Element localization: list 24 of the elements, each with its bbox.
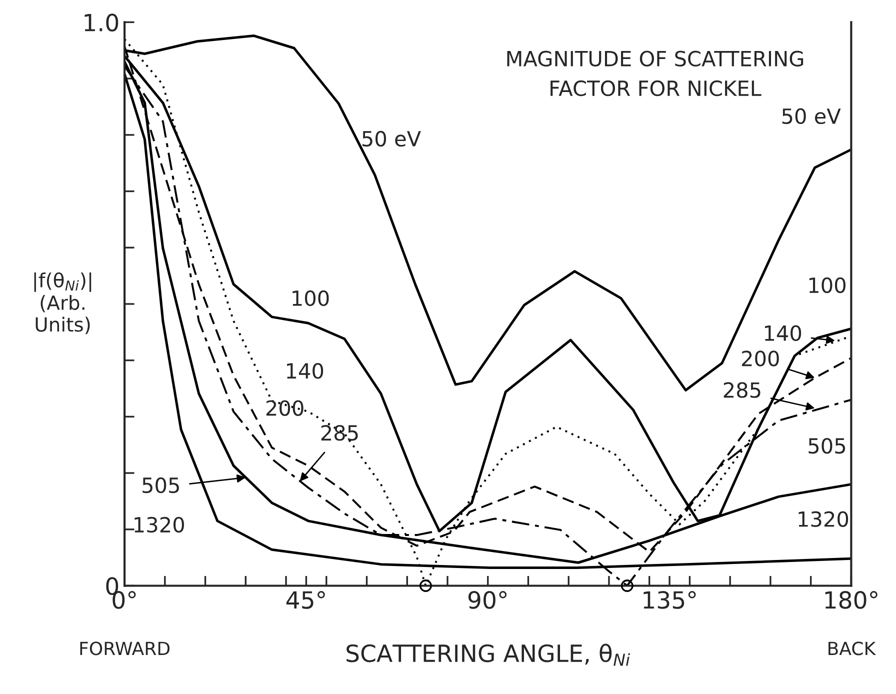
x-tick-label: 45°	[286, 591, 325, 609]
x-tick-label: 135°	[644, 591, 696, 609]
annotation: 505	[142, 477, 179, 494]
y-axis-title: |f(θ$_{Ni}$)| (Arb. Units)	[34, 272, 92, 334]
text: BACK	[828, 642, 876, 656]
annotation: 100	[292, 290, 329, 306]
annotation: 285	[724, 382, 760, 398]
annotation: 285	[321, 424, 358, 441]
text: FORWARD	[80, 642, 170, 656]
annotation: 1320	[798, 511, 848, 527]
annotation: 50 eV	[362, 130, 421, 147]
annotation: 200	[742, 350, 779, 366]
x-axis-title: SCATTERING ANGLE, θ$_{Ni}$	[346, 644, 630, 666]
annotation: 200	[266, 400, 304, 416]
y-tick-label: 1.0	[84, 14, 118, 32]
annotation: 1320	[134, 516, 184, 533]
annotation: 505	[808, 438, 846, 454]
text: MAGNITUDE OF SCATTERING FACTOR FOR NICKEL	[507, 50, 804, 96]
annotation: 50 eV	[782, 108, 841, 124]
annotation: 140	[287, 363, 324, 379]
x-tick-label: 90°	[468, 591, 507, 609]
annotation: 140	[764, 325, 802, 342]
x-tick-label: 180°	[825, 591, 878, 609]
annotation: 100	[809, 277, 846, 294]
